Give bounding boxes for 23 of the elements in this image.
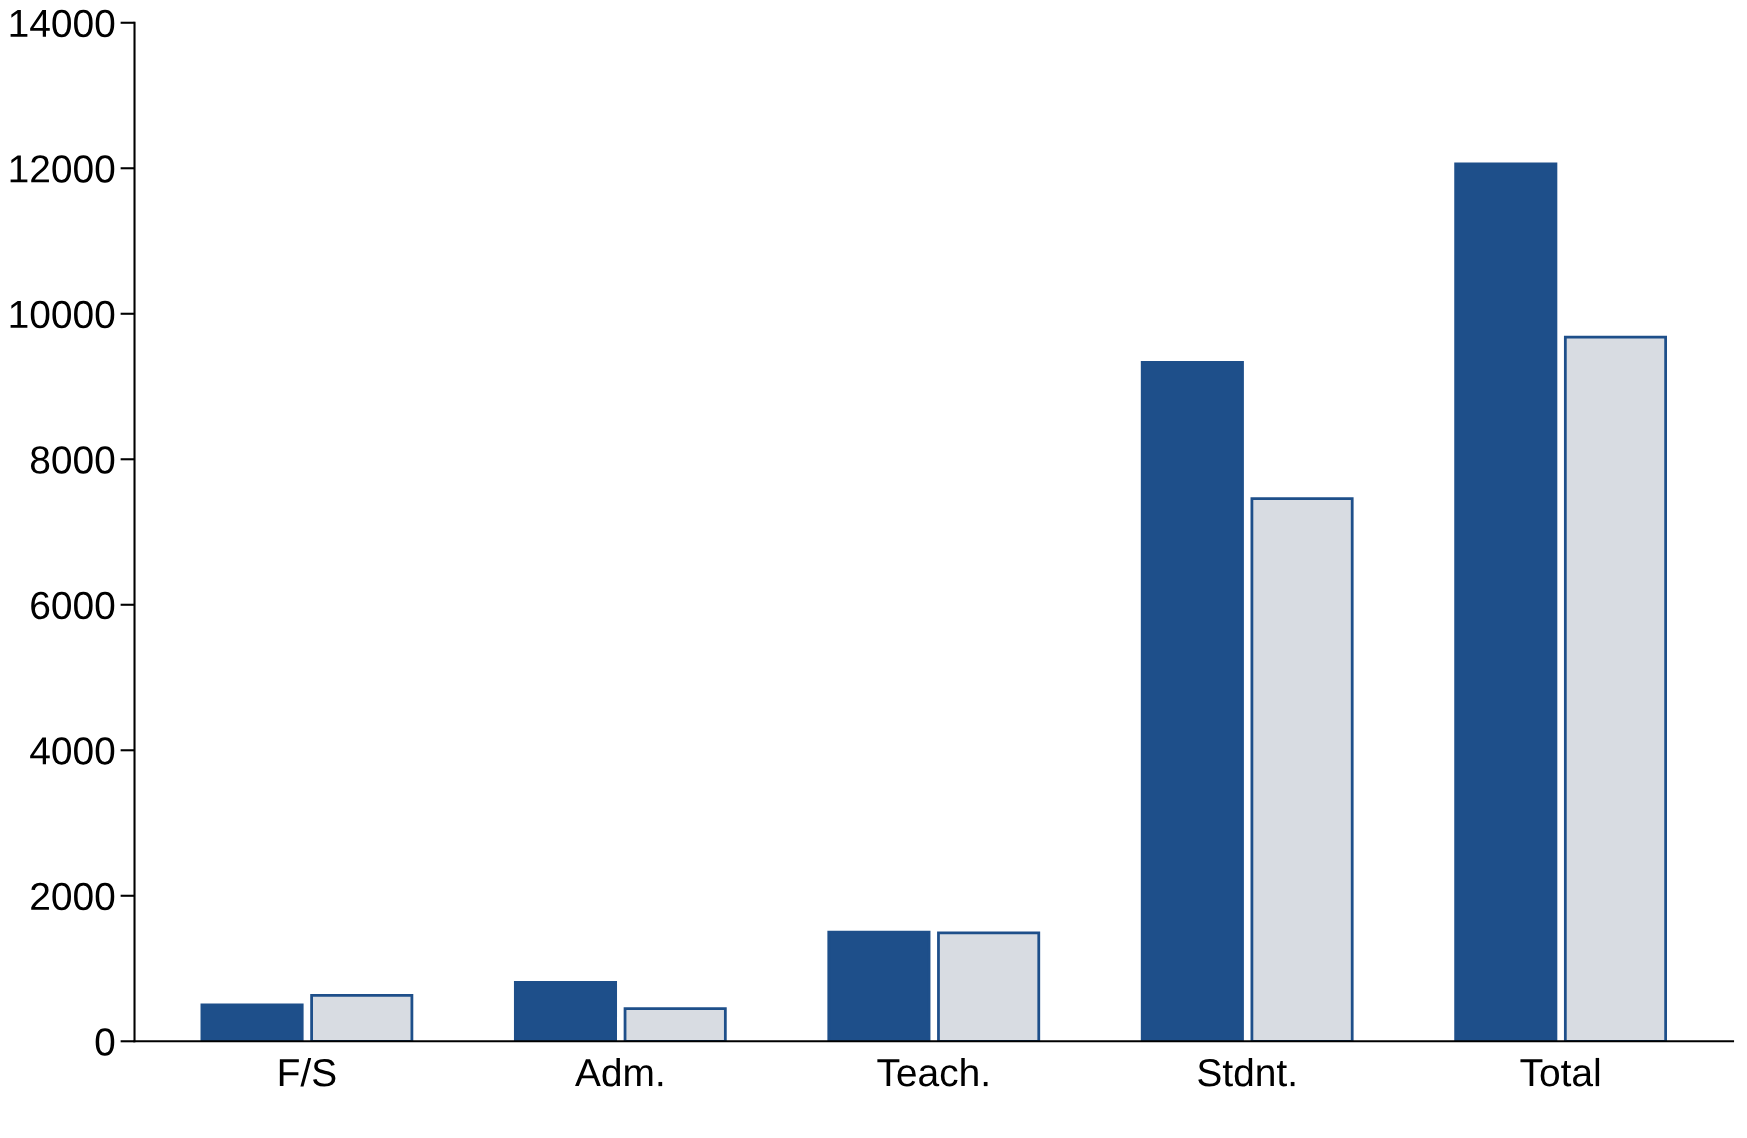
bar xyxy=(1250,497,1354,1042)
bar xyxy=(827,930,931,1042)
y-tick-label: 10000 xyxy=(10,300,115,329)
y-tick-label: 0 xyxy=(95,1028,115,1056)
bar xyxy=(1563,335,1668,1042)
bar xyxy=(1454,162,1558,1042)
x-tick-label: Stdnt. xyxy=(1198,1057,1295,1087)
y-tick-label: 14000 xyxy=(10,9,115,38)
bar xyxy=(200,1003,304,1042)
y-tick-label: 12000 xyxy=(10,155,115,183)
y-tick-label: 8000 xyxy=(30,446,115,474)
x-tick-label: Adm. xyxy=(575,1057,663,1087)
x-tick-label: F/S xyxy=(279,1057,336,1087)
bar xyxy=(1140,361,1244,1042)
y-tick-label: 6000 xyxy=(31,591,115,620)
bar xyxy=(513,980,618,1042)
x-tick-label: Teach. xyxy=(877,1057,988,1087)
x-tick-label: Total xyxy=(1520,1057,1600,1087)
y-tick-label: 2000 xyxy=(31,882,115,911)
bar xyxy=(623,1007,727,1042)
y-tick-label: 4000 xyxy=(30,737,115,765)
bar xyxy=(310,994,414,1042)
bar xyxy=(937,931,1041,1042)
